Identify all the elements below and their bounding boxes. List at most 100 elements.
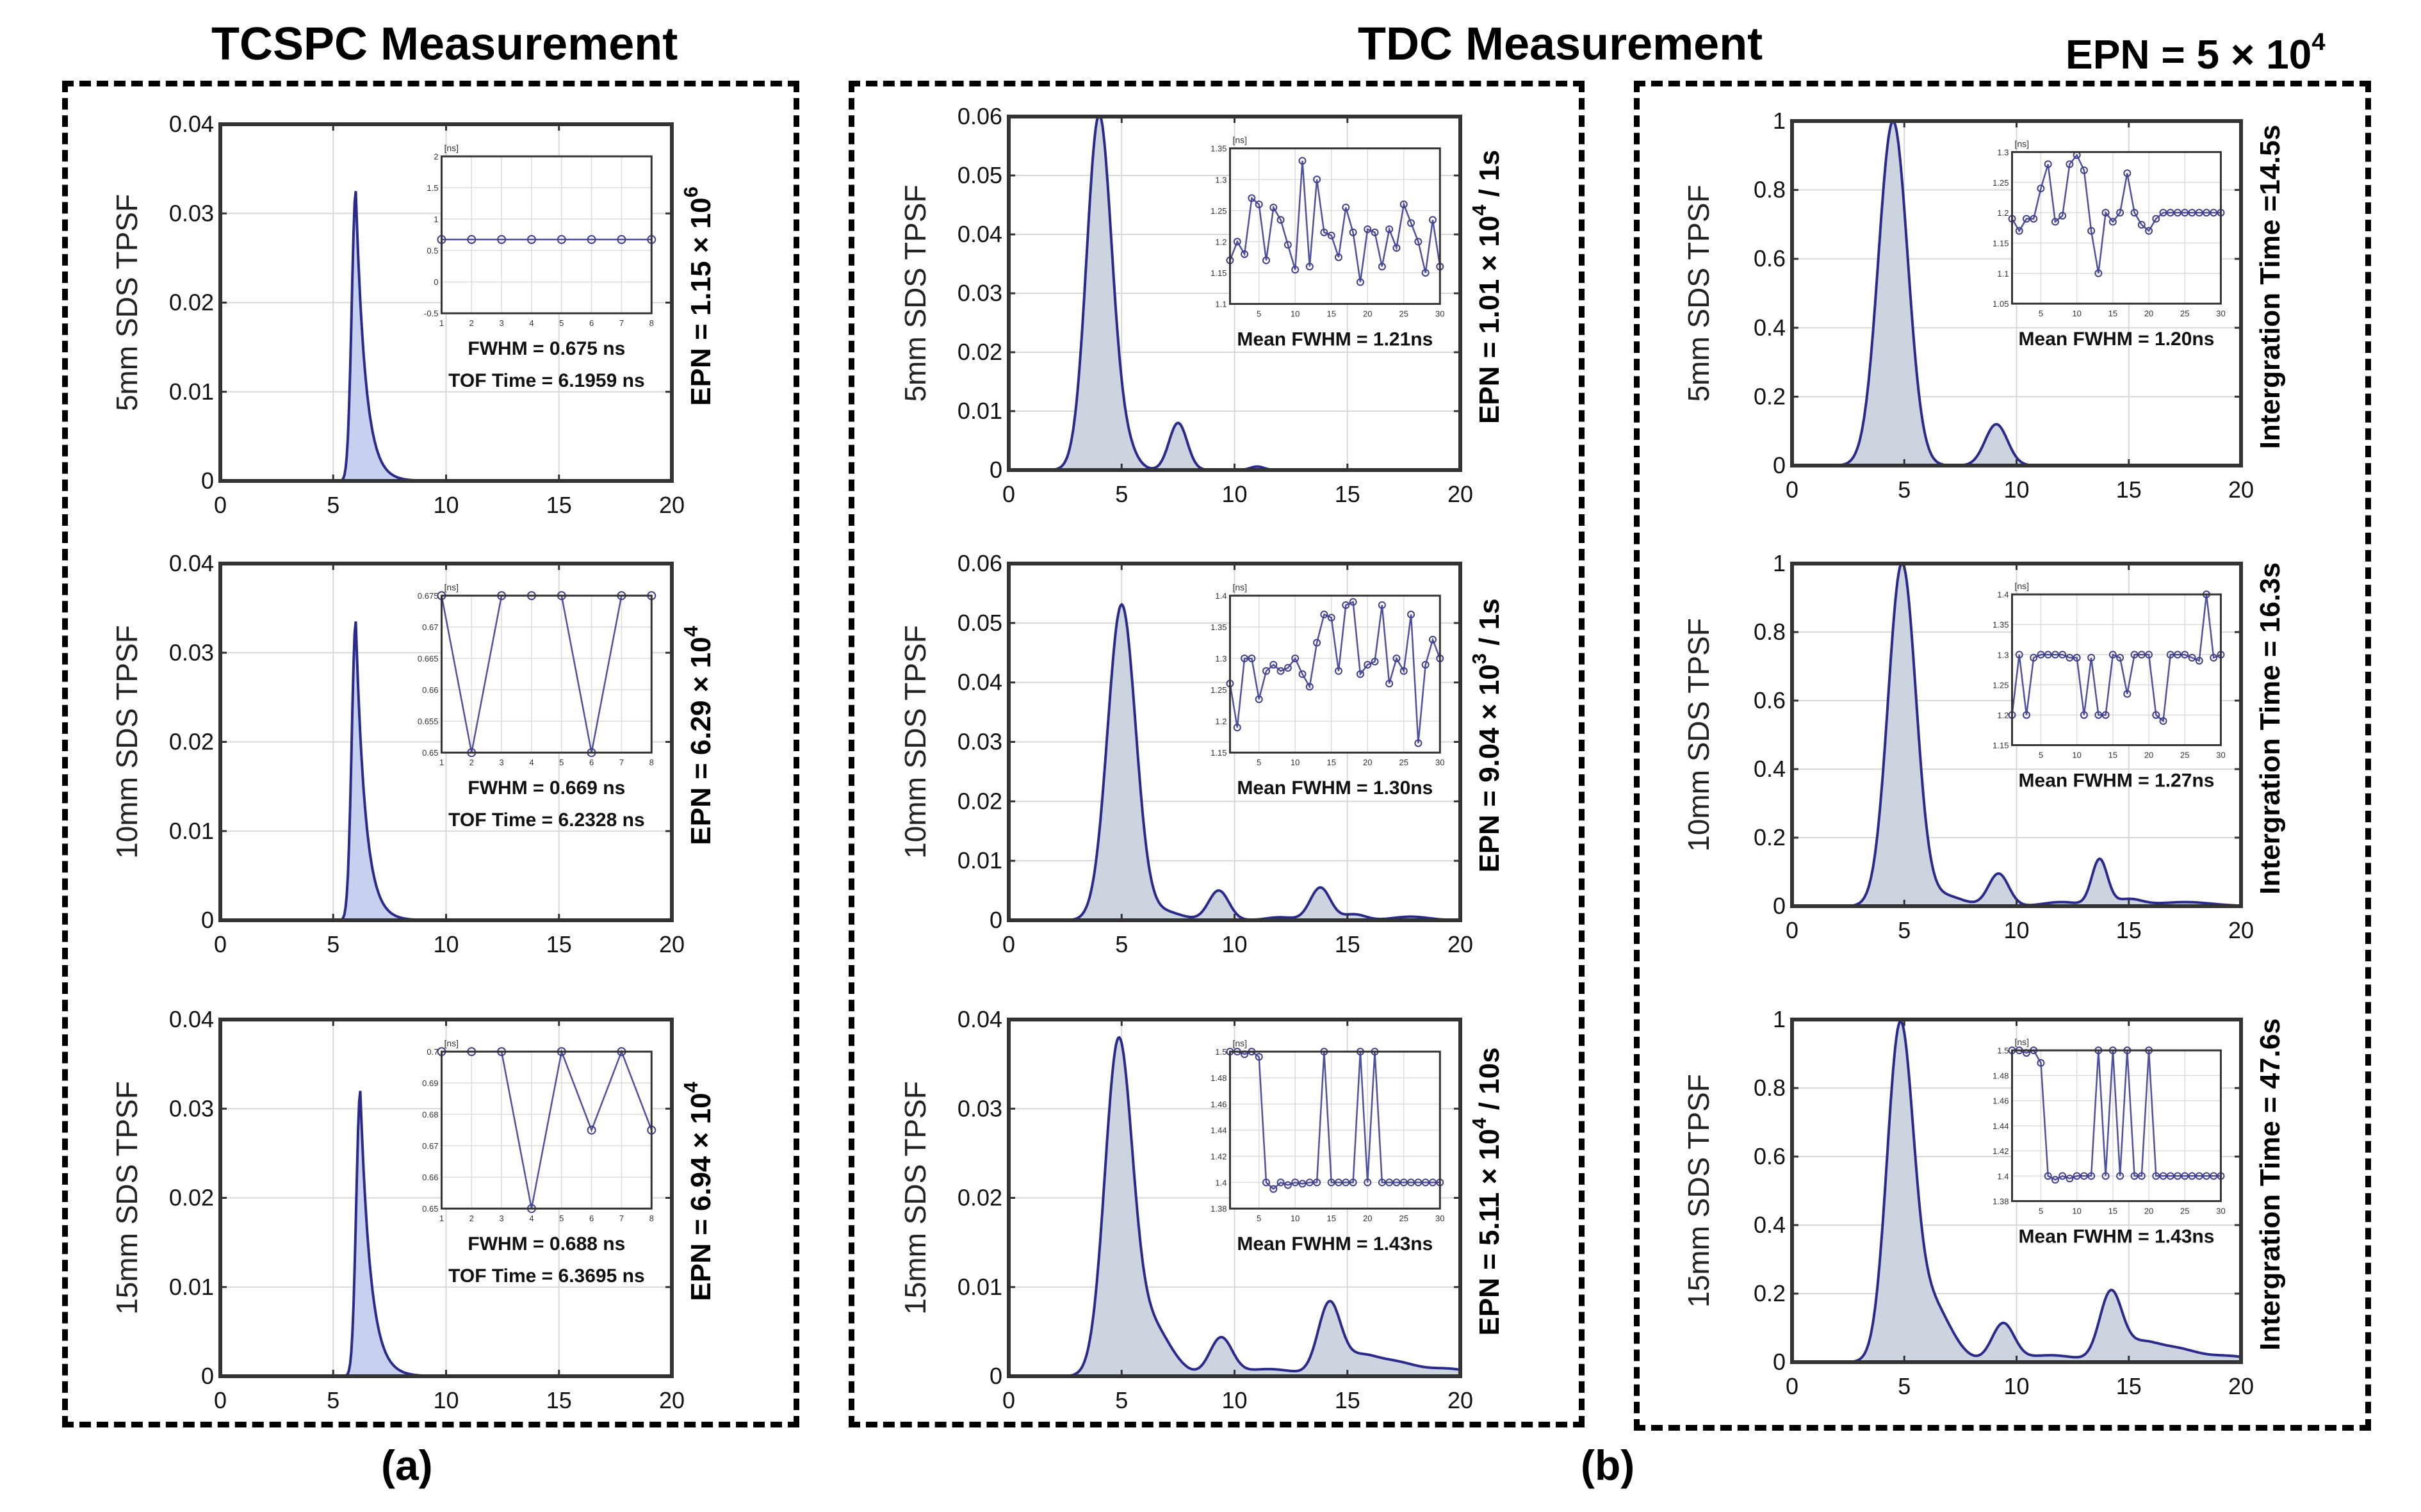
side-label-base: Intergration Time = 16.3s — [2254, 562, 2286, 895]
y-tick-label: 0.04 — [958, 1006, 1002, 1032]
inset-fwhm-point — [2130, 1172, 2139, 1180]
inset-fwhm-point — [1284, 1181, 1292, 1189]
inset-y-tick-label: 1.5 — [1215, 1047, 1227, 1057]
inset-y-tick-label: 1.2 — [1997, 710, 2009, 720]
inset-x-tick-label: 20 — [1363, 1214, 1372, 1223]
inset-x-tick-label: 10 — [2072, 751, 2081, 760]
inset-y-tick-label: 1.46 — [1993, 1096, 2009, 1106]
inset-axes-frame — [1228, 1050, 1441, 1210]
inset-fwhm-point — [1313, 638, 1321, 647]
inset-x-tick-label: 5 — [2039, 1207, 2043, 1216]
tpsf-area — [1009, 1037, 1460, 1376]
inset-fwhm-point — [1428, 1178, 1437, 1187]
y-tick-label: 0.4 — [1754, 1212, 1786, 1238]
y-tick-label: 1 — [1773, 1006, 1786, 1032]
inset-x-tick-label: 5 — [2039, 751, 2043, 760]
inset-epn-15mm: 5 10 15 20 25 30 1.38 1.4 1.42 1.44 1.46 1.48 1.5 [ns… — [1993, 1037, 2226, 1247]
inset-y-tick-label: 1.44 — [1993, 1121, 2009, 1131]
y-tick-label: 0.04 — [958, 221, 1002, 247]
y-tick-label: 0.6 — [1754, 1143, 1786, 1169]
inset-x-tick-label: 30 — [1435, 1214, 1444, 1223]
y-axis-label: 15mm SDS TPSF — [899, 1081, 932, 1315]
inset-y-tick-label: 0.675 — [418, 591, 439, 601]
y-tick-label: 0.02 — [958, 339, 1002, 365]
inset-fwhm-point — [1269, 1185, 1278, 1193]
inset-caption-fwhm: FWHM = 0.675 ns — [468, 338, 625, 359]
inset-fwhm-point — [1298, 157, 1307, 165]
tpsf-line — [1792, 562, 2242, 907]
y-tick-label: 0.2 — [1754, 383, 1786, 409]
inset-fwhm-point — [1320, 610, 1328, 619]
inset-axes-frame — [1228, 147, 1441, 305]
inset-fwhm-point — [557, 235, 566, 245]
x-tick-label: 15 — [1335, 1387, 1360, 1413]
y-tick-label: 0.03 — [958, 729, 1002, 755]
inset-x-tick-label: 25 — [2180, 751, 2189, 760]
inset-fwhm-point — [2066, 1175, 2074, 1183]
inset-y-tick-label: 1.3 — [1997, 147, 2009, 157]
y-tick-label: 0.01 — [169, 378, 214, 405]
inset-fwhm-point — [1385, 1178, 1394, 1187]
inset-y-tick-label: 1.3 — [1997, 650, 2009, 660]
inset-fwhm-point — [2195, 209, 2203, 217]
inset-caption-fwhm: Mean FWHM = 1.27ns — [2019, 770, 2215, 792]
inset-y-tick-label: 1.15 — [1993, 741, 2009, 751]
inset-tcspc-5mm: 1 2 3 4 5 6 7 8 -0.5 0 0.5 1 1.5 2 [ns] FWHM = 0.675 ns… — [424, 143, 656, 391]
inset-tdc-5mm: 5 10 15 20 25 30 1.1 1.15 1.2 1.25 1.3 1.35 [ns] Mean… — [1210, 135, 1444, 350]
inset-x-tick-label: 20 — [1363, 758, 1372, 767]
inset-y-tick-label: 0.68 — [422, 1110, 438, 1119]
inset-x-tick-label: 10 — [1291, 758, 1300, 767]
inset-fwhm-point — [1364, 660, 1372, 669]
inset-fwhm-point — [1291, 654, 1300, 663]
inset-fwhm-point — [2166, 209, 2174, 217]
panel-label-b: (b) — [1581, 1442, 1635, 1489]
inset-fwhm-point — [1276, 216, 1285, 224]
y-axis-label: 15mm SDS TPSF — [110, 1081, 143, 1315]
inset-y-tick-label: 0.69 — [422, 1078, 438, 1088]
y-tick-label: 0.06 — [958, 550, 1002, 576]
inset-x-tick-label: 25 — [1399, 309, 1408, 319]
inset-fwhm-point — [2087, 654, 2096, 662]
inset-x-tick-label: 5 — [559, 758, 564, 767]
inset-y-tick-label: 0 — [434, 277, 438, 287]
inset-fwhm-point — [1349, 597, 1357, 606]
tdc-group-box — [849, 81, 1585, 1427]
inset-x-tick-label: 15 — [1326, 1214, 1335, 1223]
inset-fwhm-point — [1284, 663, 1292, 672]
side-label-suffix: / 1s — [1474, 150, 1505, 205]
inset-fwhm-point — [2130, 651, 2139, 659]
side-label-exponent: 6 — [680, 186, 702, 197]
inset-unit-label: [ns] — [444, 1038, 459, 1048]
inset-x-tick-label: 8 — [649, 758, 654, 767]
y-tick-label: 0 — [201, 467, 214, 494]
y-tick-label: 0.8 — [1754, 177, 1786, 203]
inset-fwhm-point — [2188, 209, 2196, 217]
y-tick-label: 0.01 — [958, 847, 1002, 874]
inset-y-tick-label: 1.25 — [1210, 685, 1227, 695]
inset-caption-fwhm: Mean FWHM = 1.43ns — [2019, 1226, 2215, 1248]
inset-fwhm-point — [2101, 711, 2110, 719]
inset-fwhm-point — [1255, 695, 1263, 703]
inset-x-tick-label: 3 — [499, 318, 503, 328]
tpsf-area — [1009, 604, 1460, 920]
y-axis-label: 5mm SDS TPSF — [899, 184, 932, 402]
panel-label-a: (a) — [381, 1442, 433, 1489]
inset-axes-frame — [440, 155, 653, 314]
inset-x-tick-label: 30 — [1435, 309, 1444, 319]
inset-x-tick-label: 10 — [2072, 309, 2081, 318]
inset-x-tick-label: 4 — [529, 318, 534, 328]
inset-fwhm-point — [2037, 651, 2045, 659]
side-label-exponent: 4 — [1468, 1118, 1490, 1129]
inset-fwhm-point — [2210, 654, 2218, 662]
x-tick-label: 5 — [1115, 481, 1128, 507]
side-label: Intergration Time =14.5s — [2254, 125, 2286, 450]
inset-x-tick-label: 30 — [2216, 1207, 2225, 1216]
y-tick-label: 0.03 — [169, 1095, 214, 1121]
inset-fwhm-point — [1327, 1178, 1335, 1187]
y-axis-label: 10mm SDS TPSF — [899, 625, 932, 859]
inset-fwhm-point — [1313, 175, 1321, 184]
inset-fwhm-point — [2015, 227, 2023, 235]
inset-axes-frame — [2010, 593, 2222, 747]
inset-fwhm-point — [2152, 1172, 2160, 1180]
inset-x-tick-label: 7 — [619, 1214, 624, 1223]
